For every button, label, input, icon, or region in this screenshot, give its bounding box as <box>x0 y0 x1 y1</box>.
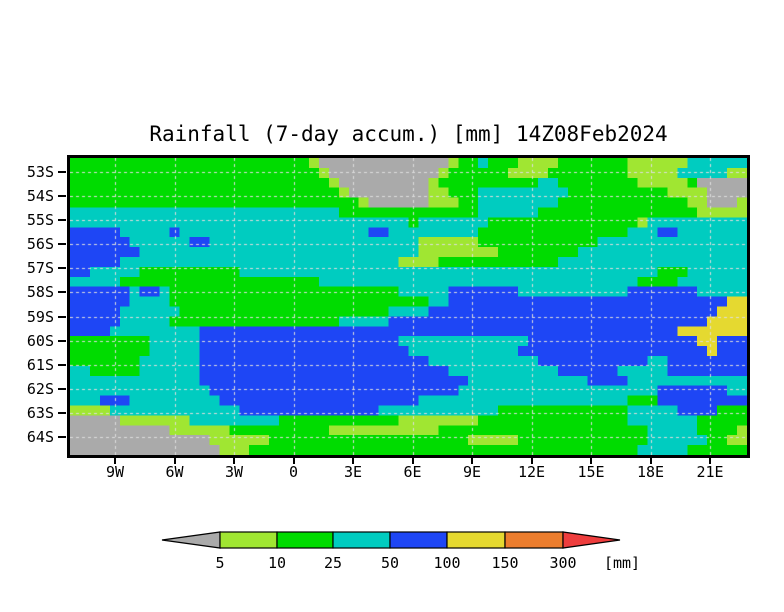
colorbar-high-arrow <box>562 531 621 549</box>
y-axis-tick <box>58 435 66 438</box>
y-axis-tick-label: 59S <box>26 307 54 326</box>
colorbar-threshold-label: 50 <box>381 554 399 572</box>
map-frame <box>67 155 750 458</box>
y-axis-tick <box>58 363 66 366</box>
x-axis-tick <box>352 458 354 464</box>
colorbar-segment <box>504 531 564 549</box>
x-axis-tick <box>471 458 473 464</box>
colorbar-segment <box>332 531 391 549</box>
colorbar-segment <box>219 531 278 549</box>
y-axis-tick-label: 60S <box>26 331 54 350</box>
rainfall-colorbar-legend: 5 10 25 50 100 150 300 [mm] <box>161 531 640 572</box>
x-axis-tick <box>292 458 295 464</box>
x-axis-tick <box>173 458 176 464</box>
colorbar-threshold-label: 25 <box>324 554 342 572</box>
y-axis-tick <box>58 315 66 318</box>
y-axis-tick-label: 62S <box>26 379 54 398</box>
colorbar-unit-label: [mm] <box>604 554 640 572</box>
y-axis-tick <box>58 171 66 173</box>
y-axis-tick-label: 53S <box>26 163 54 181</box>
colorbar-threshold-label: 300 <box>549 554 576 572</box>
x-axis-tick-label: 3W <box>224 463 244 481</box>
y-axis-tick <box>58 411 66 414</box>
x-axis-tick <box>411 458 414 464</box>
colorbar-threshold-label: 10 <box>268 554 286 572</box>
x-axis-tick-label: 6E <box>403 463 422 481</box>
colorbar-segment <box>446 531 506 549</box>
colorbar-threshold-label: 150 <box>491 554 518 572</box>
colorbar-low-arrow <box>161 531 221 549</box>
y-axis-tick-label: 58S <box>26 283 54 302</box>
x-axis-tick <box>114 458 116 464</box>
y-axis-tick-label: 64S <box>26 427 54 446</box>
x-axis-tick <box>649 458 652 464</box>
y-axis-tick <box>58 243 66 246</box>
x-axis-tick-label: 21E <box>696 463 724 481</box>
x-axis-tick-label: 0 <box>288 463 299 481</box>
x-axis-tick-label: 9W <box>105 463 125 481</box>
y-axis-tick-label: 61S <box>26 355 54 374</box>
x-axis-tick-label: 15E <box>577 463 605 481</box>
colorbar-threshold-label: 5 <box>215 554 224 572</box>
colorbar-segment <box>389 531 448 549</box>
y-axis-tick <box>58 195 66 198</box>
y-axis-tick <box>58 219 66 222</box>
y-axis-tick-label: 57S <box>26 259 54 278</box>
x-axis-tick-label: 18E <box>636 463 665 481</box>
x-axis-tick-label: 3E <box>343 463 363 481</box>
x-axis-tick <box>590 458 592 464</box>
y-axis-tick-label: 56S <box>26 235 54 254</box>
colorbar-segment <box>276 531 334 549</box>
x-axis-tick-label: 6W <box>165 463 184 481</box>
y-axis-tick-label: 54S <box>26 187 54 206</box>
colorbar-threshold-label: 100 <box>433 554 460 572</box>
plot-title: Rainfall (7-day accum.) [mm] 14Z08Feb202… <box>149 122 668 146</box>
x-axis-tick-label: 12E <box>517 463 546 481</box>
y-axis-tick <box>58 291 66 294</box>
x-axis-tick <box>709 458 711 464</box>
lat-lon-gridlines <box>70 158 747 455</box>
x-axis-tick <box>233 458 235 464</box>
x-axis-tick <box>530 458 533 464</box>
y-axis-tick-label: 63S <box>26 403 54 422</box>
x-axis-tick-label: 9E <box>462 463 482 481</box>
y-axis-tick <box>58 267 66 270</box>
y-axis-tick-label: 55S <box>26 211 54 230</box>
y-axis-tick <box>58 339 66 342</box>
y-axis-tick <box>58 387 66 390</box>
